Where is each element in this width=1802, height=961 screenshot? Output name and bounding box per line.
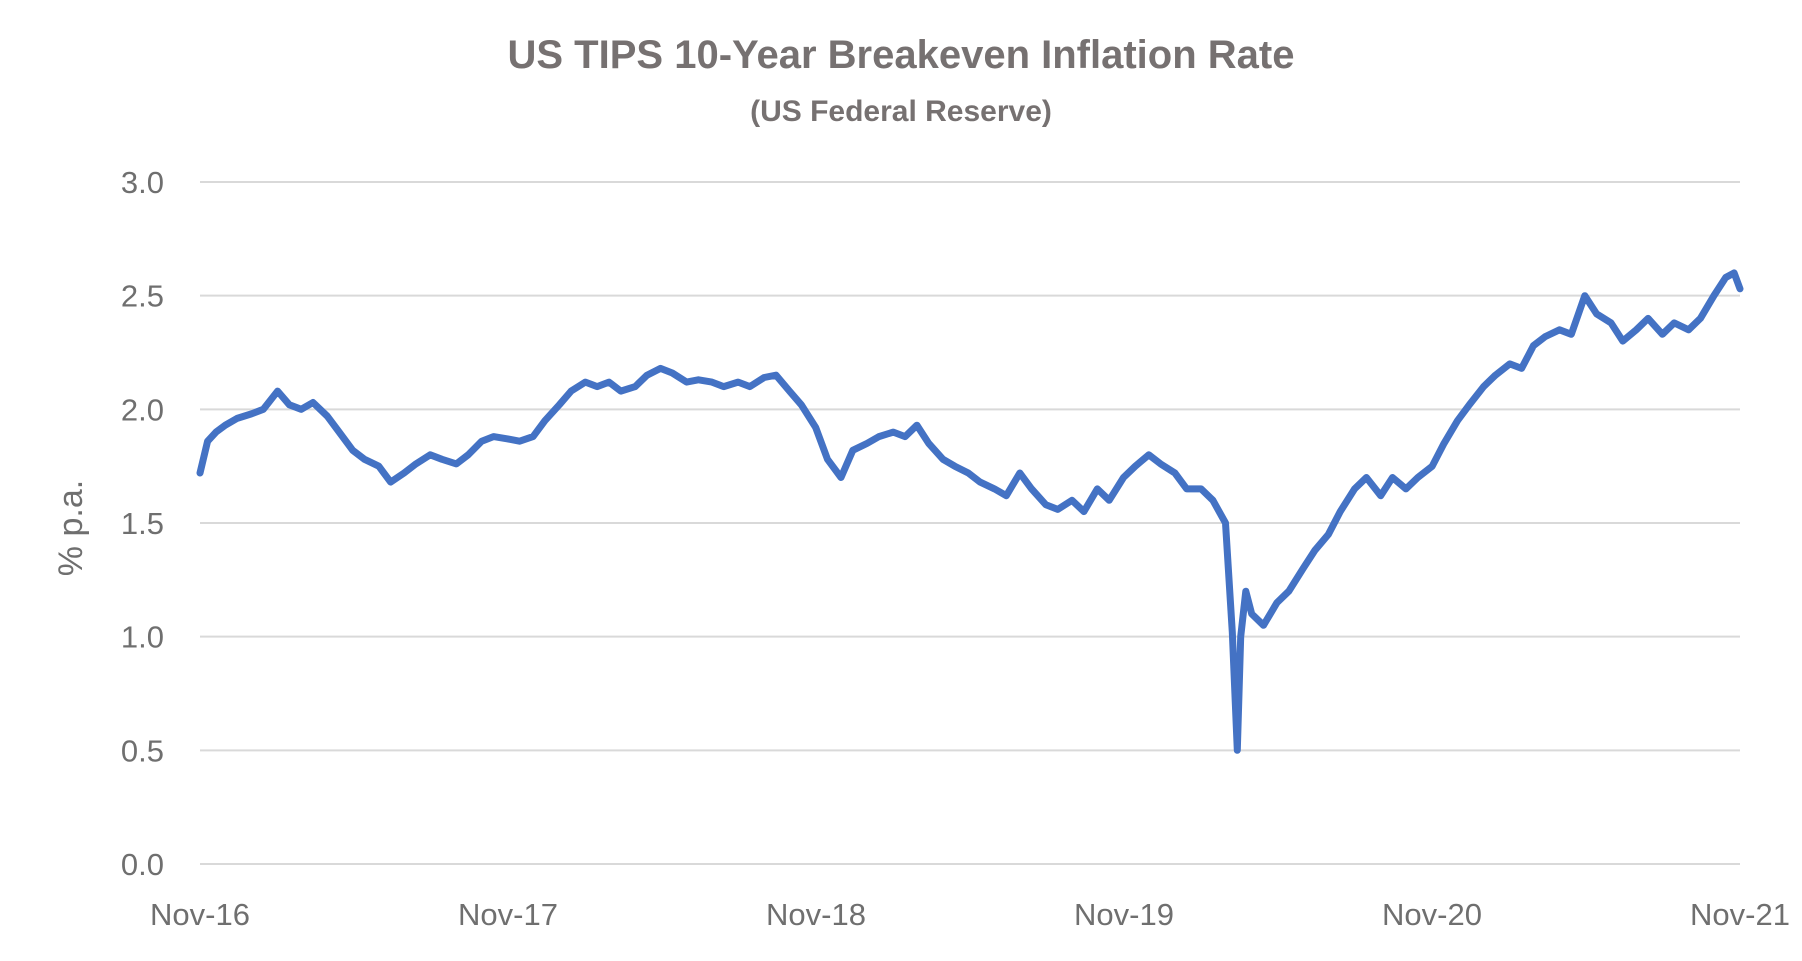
x-tick-label: Nov-20 — [1382, 897, 1482, 932]
y-tick-label: 0.0 — [121, 847, 164, 882]
x-tick-label: Nov-21 — [1690, 897, 1790, 932]
series-group — [196, 269, 1744, 754]
y-tick-label: 1.0 — [121, 620, 164, 655]
y-tick-label: 1.5 — [121, 506, 164, 541]
y-axis-ticks: 0.0 0.5 1.0 1.5 2.0 2.5 3.0 — [121, 165, 164, 882]
y-tick-label: 2.0 — [121, 392, 164, 427]
x-tick-label: Nov-19 — [1074, 897, 1174, 932]
y-tick-label: 0.5 — [121, 733, 164, 768]
x-tick-label: Nov-18 — [766, 897, 866, 932]
y-tick-label: 2.5 — [121, 279, 164, 314]
y-tick-label: 3.0 — [121, 165, 164, 200]
x-axis-ticks: Nov-16 Nov-17 Nov-18 Nov-19 Nov-20 Nov-21 — [150, 897, 1790, 932]
x-tick-label: Nov-17 — [458, 897, 558, 932]
series-line-0 — [196, 269, 1744, 754]
y-axis-title: % p.a. — [52, 480, 90, 576]
chart-subtitle: (US Federal Reserve) — [750, 95, 1052, 128]
chart-title: US TIPS 10-Year Breakeven Inflation Rate — [508, 33, 1295, 77]
x-tick-label: Nov-16 — [150, 897, 250, 932]
gridlines — [200, 181, 1740, 865]
